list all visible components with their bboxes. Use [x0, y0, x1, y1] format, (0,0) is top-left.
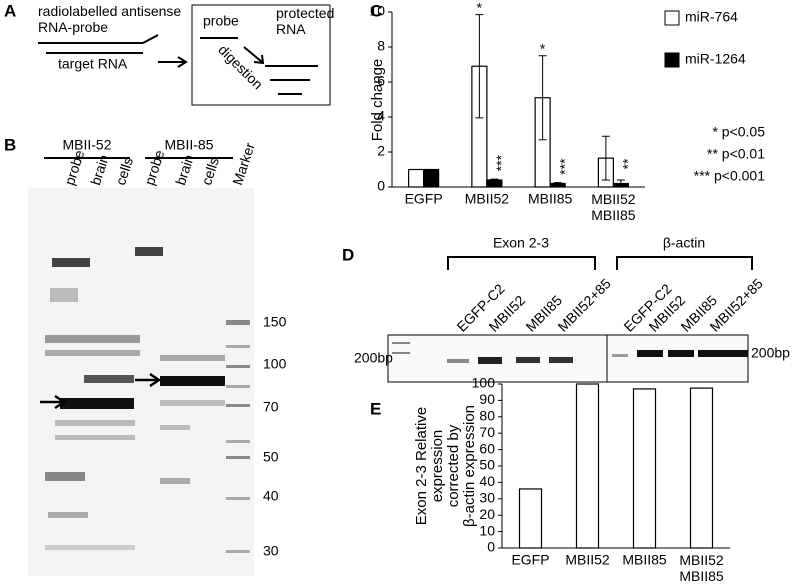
bar	[575, 383, 600, 549]
size-label: 200bp	[354, 350, 393, 366]
y-tick-label: 90	[479, 391, 495, 407]
annotation: ***	[556, 158, 572, 175]
panel-label: C	[370, 1, 382, 20]
error-bar	[553, 182, 562, 185]
group-label: MBII-52	[62, 137, 111, 153]
y-tick-label: 4	[377, 108, 385, 124]
error-bar	[616, 179, 625, 188]
y-axis-label: Fold change	[369, 59, 386, 142]
annotation: ***	[493, 154, 509, 171]
panel-label: D	[342, 245, 354, 264]
note: *** p<0.001	[694, 168, 765, 184]
marker-label: 50	[263, 449, 279, 465]
legend-label: miR-764	[685, 9, 738, 25]
panel-label: A	[4, 1, 16, 20]
bar	[518, 488, 543, 549]
marker-label: 40	[263, 488, 279, 504]
x-tick-label: MBII85	[622, 552, 667, 568]
y-tick-label: 20	[479, 506, 495, 522]
y-tick-label: 8	[377, 38, 385, 54]
annotation: *	[477, 0, 483, 15]
y-tick-label: 2	[377, 143, 385, 159]
legend-swatch	[664, 10, 680, 26]
lane-label: probe	[141, 148, 167, 187]
y-tick-label: 6	[377, 73, 385, 89]
legend-swatch	[664, 52, 680, 68]
lane-label: cells	[112, 155, 136, 187]
lane-label: Marker	[229, 140, 258, 187]
y-tick-label: 0	[377, 178, 385, 194]
group-label: β-actin	[663, 235, 705, 251]
y-tick-label: 10	[479, 522, 495, 538]
error-bar	[538, 55, 547, 141]
marker-label: 30	[263, 543, 279, 559]
y-tick-label: 80	[479, 408, 495, 424]
panel-label: E	[370, 399, 381, 418]
panel-label: B	[4, 135, 16, 154]
error-bar	[490, 178, 499, 182]
lane-label: cells	[198, 155, 222, 187]
legend-label: miR-1264	[685, 51, 746, 67]
y-tick-label: 100	[472, 375, 496, 391]
diagram-label: radiolabelled antisense RNA-probe	[38, 3, 181, 35]
y-tick-label: 10	[369, 3, 385, 19]
marker-label: 70	[263, 399, 279, 415]
diagram	[38, 4, 331, 106]
bar	[408, 168, 425, 188]
diagram-label: digestion	[215, 41, 266, 92]
x-tick-label: MBII52	[565, 552, 610, 568]
y-tick-label: 70	[479, 424, 495, 440]
bar	[632, 388, 657, 549]
bar	[689, 387, 714, 549]
group-label: MBII-85	[164, 137, 213, 153]
marker-label: 150	[263, 314, 287, 330]
y-tick-label: 50	[479, 457, 495, 473]
bar	[423, 168, 440, 188]
x-tick-label: EGFP	[405, 191, 443, 207]
y-tick-label: 40	[479, 473, 495, 489]
diagram-label: target RNA	[58, 56, 128, 72]
x-tick-label: MBII52	[465, 191, 510, 207]
annotation: **	[620, 158, 636, 169]
marker-label: 100	[263, 356, 287, 372]
error-bar	[475, 14, 484, 119]
diagram-label: protected RNA	[276, 5, 334, 37]
x-tick-label: MBII52 MBII85	[591, 191, 636, 223]
gel-image	[28, 157, 254, 576]
gel-image	[387, 256, 753, 383]
note: * p<0.05	[712, 124, 765, 140]
x-tick-label: MBII85	[528, 191, 573, 207]
y-tick-label: 0	[487, 539, 495, 555]
diagram-label: probe	[203, 13, 239, 29]
group-label: Exon 2-3	[493, 235, 549, 251]
y-axis-label: Exon 2-3 Relativeexpressioncorrected byβ…	[413, 405, 478, 527]
x-tick-label: MBII52 MBII85	[679, 552, 724, 584]
size-label: 200bp	[751, 345, 790, 361]
x-tick-label: EGFP	[511, 552, 549, 568]
note: ** p<0.01	[707, 146, 765, 162]
error-bar	[601, 135, 610, 181]
y-tick-label: 60	[479, 440, 495, 456]
y-tick-label: 30	[479, 490, 495, 506]
lane-label: probe	[61, 148, 87, 187]
annotation: *	[540, 40, 546, 56]
